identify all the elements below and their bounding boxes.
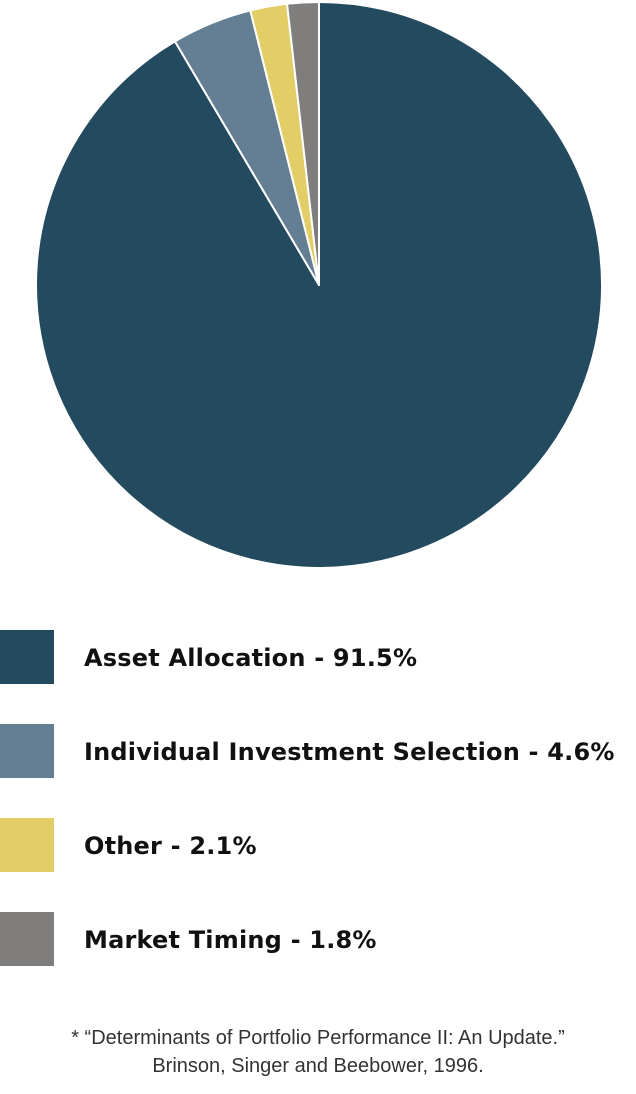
- pie-chart: [35, 1, 603, 569]
- legend-label-individual-investment-selection: Individual Investment Selection - 4.6%: [84, 738, 615, 766]
- legend-label-market-timing: Market Timing - 1.8%: [84, 926, 377, 954]
- legend-swatch-asset-allocation: [0, 630, 54, 684]
- legend-item-other: Other - 2.1%: [0, 818, 636, 872]
- legend-item-individual-investment-selection: Individual Investment Selection - 4.6%: [0, 724, 636, 778]
- footnote-line-2: Brinson, Singer and Beebower, 1996.: [152, 1055, 484, 1077]
- legend-swatch-market-timing: [0, 912, 54, 966]
- footnote: * “Determinants of Portfolio Performance…: [0, 1024, 636, 1080]
- legend-swatch-other: [0, 818, 54, 872]
- legend-item-asset-allocation: Asset Allocation - 91.5%: [0, 630, 636, 684]
- legend-label-other: Other - 2.1%: [84, 832, 257, 860]
- legend-item-market-timing: Market Timing - 1.8%: [0, 912, 636, 966]
- legend-swatch-individual-investment-selection: [0, 724, 54, 778]
- legend: Asset Allocation - 91.5% Individual Inve…: [0, 630, 636, 1006]
- pie-slice-market-timing: [286, 1, 320, 286]
- legend-label-asset-allocation: Asset Allocation - 91.5%: [84, 644, 418, 672]
- footnote-line-1: * “Determinants of Portfolio Performance…: [71, 1027, 565, 1049]
